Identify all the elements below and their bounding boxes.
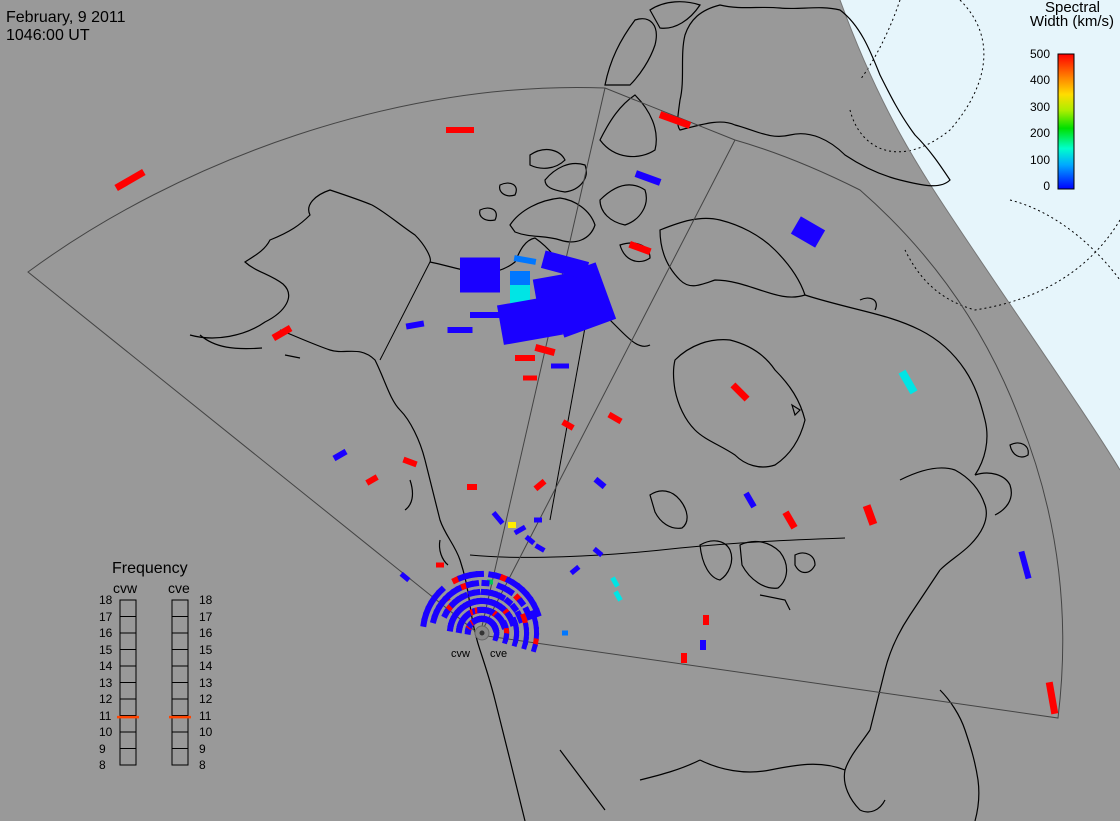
scatter-cell xyxy=(406,320,425,329)
scatter-cell xyxy=(525,535,536,545)
frequency-scale-label-left: 18 xyxy=(99,594,112,606)
scatter-cell xyxy=(510,271,530,285)
scatter-cell xyxy=(472,589,481,596)
scatter-cell xyxy=(471,580,480,587)
scatter-cell xyxy=(531,643,538,652)
frequency-scale-label-left: 11 xyxy=(99,710,111,722)
scatter-cell xyxy=(492,632,499,641)
colorbar-tick-label: 0 xyxy=(1010,180,1050,192)
political-boundaries xyxy=(380,262,845,557)
scatter-cell xyxy=(502,635,509,644)
scatter-cell xyxy=(332,449,347,461)
frequency-scale-label-left: 14 xyxy=(99,660,112,672)
scatter-cell xyxy=(551,364,569,369)
scatter-cell xyxy=(476,571,484,577)
frequency-scale-label-right: 14 xyxy=(199,660,212,672)
scatter-cell xyxy=(365,474,378,485)
scatter-cell xyxy=(460,258,500,293)
scatter-cell xyxy=(508,522,516,528)
frequency-scale-label-right: 8 xyxy=(199,759,206,771)
frequency-scale-label-right: 9 xyxy=(199,743,206,755)
scatter-cell xyxy=(436,563,444,568)
frequency-scale-label-right: 18 xyxy=(199,594,212,606)
scatter-cell xyxy=(1046,682,1058,715)
scatter-cell xyxy=(470,312,500,318)
scatter-cell xyxy=(492,511,505,525)
frequency-scale-label-right: 11 xyxy=(199,710,211,722)
scatter-cell xyxy=(899,370,918,395)
frequency-title: Frequency xyxy=(112,561,188,577)
scatter-cell xyxy=(593,477,606,489)
frequency-scale-label-right: 12 xyxy=(199,693,212,705)
frequency-scale-label-left: 8 xyxy=(99,759,106,771)
frequency-scale-label-left: 12 xyxy=(99,693,112,705)
frequency-scale-label-left: 10 xyxy=(99,726,112,738)
frequency-scale-label-left: 16 xyxy=(99,627,112,639)
scatter-cell xyxy=(534,344,555,356)
scatter-cell xyxy=(481,580,489,587)
colorbar-tick-label: 400 xyxy=(1010,74,1050,86)
frequency-scale-label-left: 9 xyxy=(99,743,106,755)
colorbar-tick-label: 300 xyxy=(1010,101,1050,113)
scatter-cell xyxy=(272,325,293,341)
scatter-cell xyxy=(534,543,545,552)
scatter-cell xyxy=(610,576,619,587)
scatter-cell xyxy=(628,241,651,255)
radar-label-cve: cve xyxy=(490,649,507,660)
colorbar xyxy=(1052,52,1082,192)
scatter-cell xyxy=(681,653,687,663)
radar-label-cvw: cvw xyxy=(451,649,470,660)
colorbar-tick-label: 200 xyxy=(1010,127,1050,139)
scatter-cell xyxy=(521,641,528,650)
scatter-cell xyxy=(467,484,477,490)
scatter-cell xyxy=(402,457,417,467)
scatter-cell xyxy=(743,492,756,509)
scatter-cell xyxy=(607,412,622,424)
scatter-cell xyxy=(703,615,709,625)
colorbar-tick-label: 100 xyxy=(1010,154,1050,166)
frequency-scale-label-right: 15 xyxy=(199,644,212,656)
scatter-cell xyxy=(514,255,537,265)
scatter-cell xyxy=(700,640,706,650)
scatter-cell xyxy=(635,170,662,185)
colorbar-tick-label: 500 xyxy=(1010,48,1050,60)
scatter-cell xyxy=(863,504,877,526)
scatter-cell xyxy=(114,169,145,191)
frequency-scale-label-right: 13 xyxy=(199,677,212,689)
scatter-cell xyxy=(400,572,411,582)
frequency-scale-label-right: 10 xyxy=(199,726,212,738)
scatter-cell xyxy=(730,382,749,401)
scatter-cell xyxy=(791,216,825,247)
frequency-scale-label-right: 16 xyxy=(199,627,212,639)
scatter-cell xyxy=(446,127,474,133)
frequency-scale-label-left: 17 xyxy=(99,611,112,623)
scatter-cell xyxy=(534,518,542,523)
scatter-cell xyxy=(782,510,797,529)
scatter-cell xyxy=(448,327,473,333)
scatter-cell xyxy=(659,111,691,129)
scatter-cell xyxy=(533,479,546,491)
frequency-scale-label-right: 17 xyxy=(199,611,212,623)
scatter-cell xyxy=(523,376,537,381)
scatter-cell xyxy=(515,355,535,361)
plot-date: February, 9 2011 xyxy=(6,10,125,26)
frequency-scale-label-left: 13 xyxy=(99,677,112,689)
plot-time: 1046:00 UT xyxy=(6,28,90,44)
frequency-scale-label-left: 15 xyxy=(99,644,112,656)
scatter-cell xyxy=(570,565,581,575)
scatter-cell xyxy=(1018,551,1031,580)
colorbar-title-2: Width (km/s) xyxy=(1030,14,1114,29)
scatter-cell xyxy=(562,631,568,636)
scatter-cell xyxy=(613,590,622,601)
